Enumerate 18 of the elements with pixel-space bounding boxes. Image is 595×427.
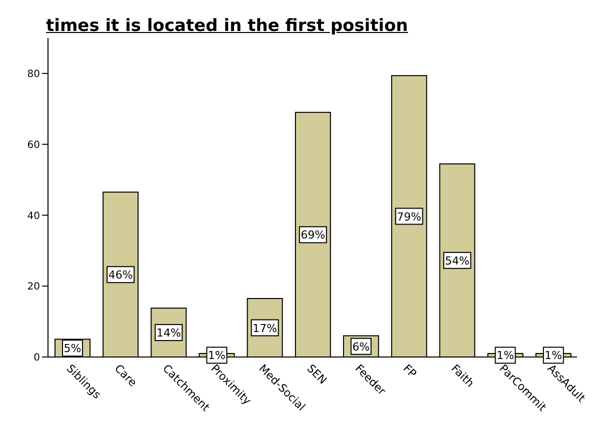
y-tick-label: 40 <box>27 210 40 222</box>
data-label: 17% <box>252 322 278 335</box>
y-tick-label: 60 <box>27 140 40 151</box>
data-label: 1% <box>544 349 562 362</box>
y-tick-label: 0 <box>34 352 40 364</box>
data-label: 14% <box>156 326 181 340</box>
y-tick-label: 80 <box>27 68 40 80</box>
x-tick-label: FP <box>400 362 420 381</box>
data-label: 79% <box>396 210 422 224</box>
data-label: 5% <box>64 342 82 356</box>
data-label: 46% <box>108 268 133 282</box>
data-label: 6% <box>352 340 370 354</box>
data-label: 1% <box>208 349 226 362</box>
data-label: 54% <box>445 254 470 268</box>
data-label: 69% <box>300 228 326 242</box>
y-tick-label: 20 <box>27 282 40 293</box>
data-label: 1% <box>496 349 514 362</box>
chart-title: times it is located in the first position <box>46 16 408 36</box>
